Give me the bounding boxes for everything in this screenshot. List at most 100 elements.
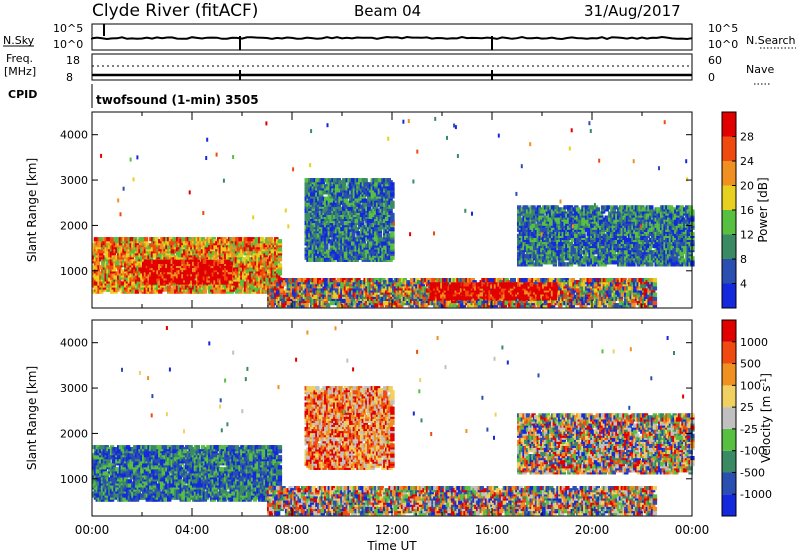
freq-tick-bottom: 8 bbox=[66, 71, 73, 84]
heatmap-cell bbox=[504, 301, 509, 306]
heatmap-cell bbox=[258, 251, 263, 256]
heatmap-cell bbox=[227, 266, 233, 271]
heatmap-cell bbox=[95, 261, 100, 266]
heatmap-cell bbox=[279, 294, 284, 299]
heatmap-cell bbox=[270, 278, 275, 283]
heatmap-cell bbox=[517, 303, 522, 308]
heatmap-cell bbox=[306, 292, 311, 297]
heatmap-cell bbox=[134, 289, 140, 294]
cpid-label: CPID bbox=[8, 88, 37, 101]
heatmap-cell bbox=[125, 253, 131, 258]
heatmap-cell bbox=[238, 237, 243, 242]
heatmap-cell bbox=[313, 303, 318, 308]
heatmap-cell bbox=[242, 257, 247, 262]
nsky-panel-frame bbox=[91, 23, 693, 51]
heatmap-cell bbox=[409, 278, 415, 283]
date-label: 31/Aug/2017 bbox=[584, 2, 681, 20]
freq-panel-frame bbox=[91, 53, 693, 81]
heatmap-cell bbox=[220, 259, 225, 264]
heatmap-cell bbox=[259, 271, 265, 276]
heatmap-cell bbox=[120, 281, 125, 286]
heatmap-cell bbox=[249, 267, 254, 272]
heatmap-cell bbox=[313, 294, 318, 299]
nsky-trace bbox=[91, 35, 693, 41]
heatmap-cell bbox=[184, 280, 190, 285]
heatmap-cell bbox=[333, 294, 338, 299]
heatmap-cell bbox=[297, 278, 302, 283]
heatmap-cell bbox=[117, 265, 122, 270]
heatmap-cell bbox=[236, 247, 241, 252]
heatmap-cell bbox=[181, 259, 186, 264]
heatmap-cell bbox=[259, 237, 265, 242]
heatmap-cell bbox=[277, 277, 283, 282]
heatmap-cell bbox=[652, 282, 658, 287]
heatmap-cell bbox=[115, 261, 120, 266]
heatmap-cell bbox=[286, 301, 291, 306]
heatmap-cell bbox=[336, 278, 341, 283]
heatmap-cell bbox=[652, 292, 658, 297]
power-heatmap-cells bbox=[92, 116, 695, 308]
heatmap-cell bbox=[159, 259, 165, 264]
heatmap-cell bbox=[93, 237, 99, 242]
heatmap-cell bbox=[488, 278, 493, 283]
heatmap-cell bbox=[256, 243, 261, 248]
heatmap-cell bbox=[547, 298, 552, 304]
nave-tick-bottom: 0 bbox=[708, 71, 715, 84]
heatmap-cell bbox=[181, 237, 186, 242]
heatmap-cell bbox=[245, 289, 250, 294]
heatmap-cell bbox=[254, 237, 259, 242]
heatmap-cell bbox=[552, 282, 558, 287]
heatmap-cell bbox=[570, 278, 575, 283]
heatmap-cell bbox=[99, 249, 104, 254]
heatmap-cell bbox=[150, 243, 156, 248]
heatmap-cell bbox=[552, 294, 558, 299]
heatmap-cell bbox=[95, 277, 100, 282]
heatmap-cell bbox=[277, 239, 283, 244]
nave-tick-top: 60 bbox=[708, 54, 722, 67]
heatmap-cell bbox=[192, 280, 197, 285]
heatmap-cell bbox=[270, 301, 275, 306]
heatmap-cell bbox=[452, 303, 458, 308]
heatmap-cell bbox=[552, 288, 558, 293]
nsearch-tick-bottom: 10^0 bbox=[708, 38, 738, 51]
heatmap-cell bbox=[631, 303, 636, 308]
heatmap-cell bbox=[158, 253, 163, 258]
heatmap-cell bbox=[324, 278, 329, 283]
heatmap-cell bbox=[247, 237, 252, 242]
station-title: Clyde River (fitACF) bbox=[92, 1, 258, 21]
heatmap-cell bbox=[279, 288, 284, 293]
heatmap-cell bbox=[165, 280, 170, 285]
heatmap-cell bbox=[106, 237, 111, 242]
freq-unit-label: [MHz] bbox=[4, 65, 36, 78]
heatmap-cell bbox=[275, 290, 281, 295]
heatmap-cell bbox=[249, 247, 254, 252]
heatmap-cell bbox=[652, 286, 658, 291]
cpid-value: twofsound (1-min) 3505 bbox=[96, 93, 259, 107]
heatmap-cell bbox=[508, 298, 513, 304]
heatmap-cell bbox=[154, 237, 159, 242]
freq-tick-top: 18 bbox=[66, 54, 80, 67]
heatmap-cell bbox=[304, 303, 309, 308]
heatmap-cell bbox=[152, 280, 158, 285]
heatmap-cell bbox=[443, 282, 449, 287]
heatmap-cell bbox=[329, 301, 334, 306]
heatmap-cell bbox=[225, 259, 231, 264]
beam-label: Beam 04 bbox=[354, 2, 421, 20]
heatmap-cell bbox=[511, 278, 516, 283]
heatmap-cell bbox=[652, 301, 658, 306]
heatmap-cell bbox=[277, 271, 283, 276]
nsearch-label: N.Search bbox=[746, 34, 796, 47]
heatmap-cell bbox=[99, 265, 104, 270]
nsearch-tick-top: 10^5 bbox=[708, 22, 738, 35]
heatmap-cell bbox=[202, 259, 208, 264]
heatmap-cell bbox=[324, 282, 329, 287]
heatmap-cell bbox=[345, 282, 350, 287]
heatmap-cell bbox=[388, 278, 393, 283]
nsky-tick-bottom: 10^0 bbox=[53, 38, 83, 51]
nsky-tick-top: 10^5 bbox=[53, 22, 83, 35]
heatmap-cell bbox=[277, 263, 283, 268]
heatmap-cell bbox=[229, 261, 234, 266]
heatmap-cell bbox=[325, 303, 331, 308]
heatmap-cell bbox=[234, 283, 240, 288]
